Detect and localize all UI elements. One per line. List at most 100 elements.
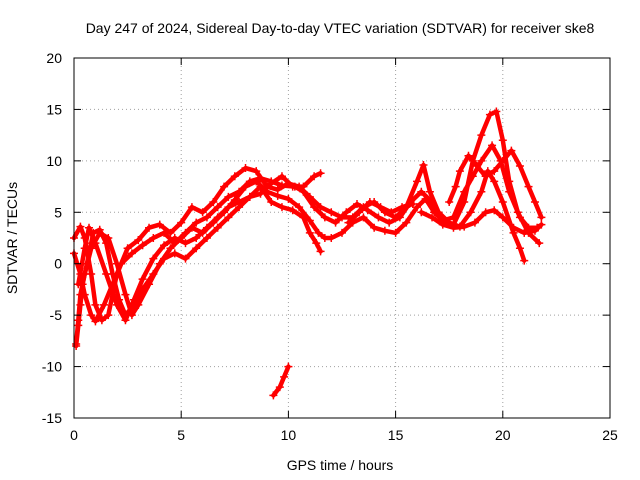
data-point [138,241,147,250]
data-point [112,300,121,309]
data-point [515,244,524,253]
data-point [149,270,158,278]
series-pass-c [72,141,542,348]
data-point [102,239,111,248]
data-point [155,220,164,229]
data-point [213,203,222,212]
data-point [316,169,325,178]
data-point [455,167,464,176]
data-point [235,198,244,206]
data-point [252,177,261,186]
data-point [284,194,293,203]
data-point [370,223,379,232]
x-tick-label: 0 [70,427,78,443]
data-point [488,141,497,150]
data-point [177,218,186,227]
data-point [202,213,211,222]
x-tick-label: 10 [281,427,297,443]
data-point [284,362,293,371]
data-point [438,220,447,229]
data-point [466,208,475,217]
data-point [91,239,100,248]
data-point [181,239,190,248]
data-point [224,203,233,212]
data-point [72,342,81,350]
data-point [267,179,276,188]
data-point [430,208,439,217]
data-point [320,213,329,222]
data-point [505,187,514,196]
data-point [537,220,546,229]
y-tick-label: 15 [46,101,62,117]
data-point [192,234,201,242]
data-point [213,213,222,222]
data-point [241,164,250,173]
data-point [121,290,130,299]
data-point [256,174,265,183]
data-point [520,256,529,265]
data-point [104,311,113,320]
data-point [130,295,139,304]
data-point [460,187,469,196]
data-point [451,182,460,191]
data-point [316,247,325,256]
data-point [198,208,207,217]
data-point [314,228,323,237]
data-point [80,244,89,253]
series-pass-i [344,198,417,227]
data-point [413,177,422,186]
y-tick-label: 5 [54,204,62,220]
data-point [419,160,428,169]
series-pass-g [417,206,546,237]
data-point [477,131,486,140]
data-point [100,300,109,309]
data-point [91,300,100,309]
data-point [288,206,297,215]
data-point [213,223,222,232]
data-point [417,187,426,196]
data-point [305,228,314,237]
data-point [134,236,143,245]
data-point [338,228,346,237]
data-point [241,182,250,191]
y-tick-label: 20 [46,50,62,66]
y-tick-labels: -15 -10 -5 0 5 10 15 20 [42,50,62,426]
y-tick-label: 10 [46,153,62,169]
data-point [387,208,396,217]
data-point [170,249,179,258]
data-point [209,198,218,206]
data-point [273,191,282,200]
data-point [202,223,211,232]
data-point [428,213,437,222]
series-pass-e [74,169,325,325]
data-point [202,234,211,242]
data-point [515,213,524,222]
data-point [74,280,83,289]
data-point [421,194,430,203]
data-point [123,244,132,253]
data-point [149,234,158,242]
data-point [359,213,368,222]
data-point [530,198,539,206]
data-point [97,316,106,325]
data-point [498,136,507,145]
data-point [395,213,404,222]
data-point [312,239,321,248]
data-point [277,203,286,212]
data-point [385,218,394,227]
data-point [380,226,389,235]
data-point [498,156,507,165]
data-point [299,213,308,222]
series-pass-h [445,146,546,222]
x-tick-label: 5 [177,427,185,443]
data-point [269,391,278,400]
data-point [537,213,546,222]
data-point [449,223,458,232]
data-point [342,208,351,217]
x-tick-labels: 0 5 10 15 20 25 [70,427,618,443]
data-point [277,181,286,190]
data-point [509,223,518,232]
data-point [280,372,289,381]
data-point [425,187,434,196]
data-point [76,300,85,309]
